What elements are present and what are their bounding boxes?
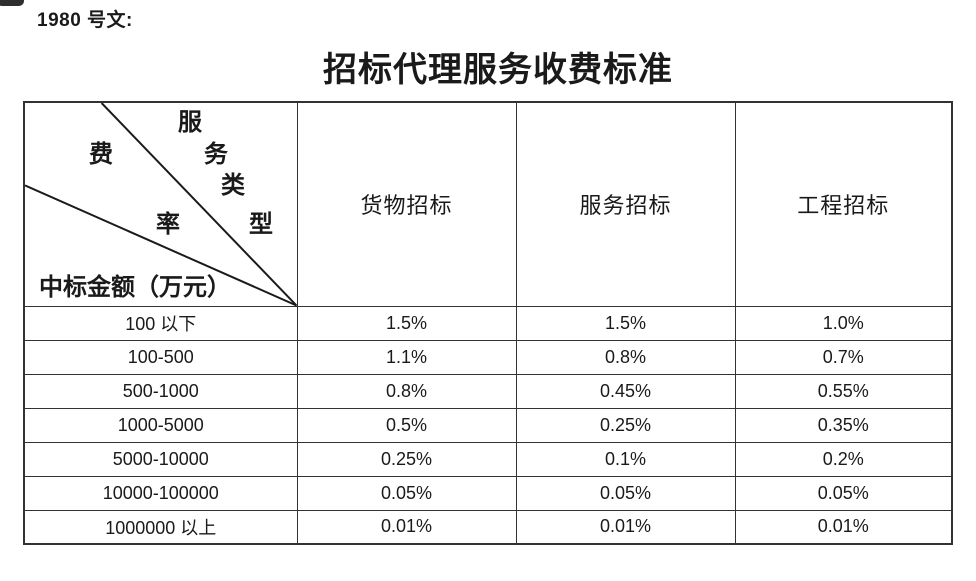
row-label: 1000000 以上: [23, 509, 298, 545]
fee-cell: 0.01%: [734, 509, 953, 545]
corner-char-service-3: 类: [221, 173, 245, 199]
fee-cell: 1.1%: [296, 339, 517, 375]
fee-cell: 1.0%: [734, 305, 953, 341]
corner-char-fee-1: 费: [89, 142, 113, 168]
column-header-services: 服务招标: [515, 101, 736, 307]
diagonal-lines: [25, 103, 297, 306]
fee-cell: 0.7%: [734, 339, 953, 375]
table-row: 100-500 1.1% 0.8% 0.7%: [23, 339, 953, 375]
fee-standard-table: 服 费 务 类 率 型 中标金额（万元） 货物招标 服务招标 工程招标 100 …: [23, 101, 953, 545]
scan-edge-artifact: [0, 0, 24, 6]
fee-cell: 1.5%: [515, 305, 736, 341]
table-row: 100 以下 1.5% 1.5% 1.0%: [23, 305, 953, 341]
fee-cell: 0.55%: [734, 373, 953, 409]
corner-char-service-4: 型: [249, 212, 273, 238]
fee-cell: 0.45%: [515, 373, 736, 409]
fee-cell: 1.5%: [296, 305, 517, 341]
row-label: 100-500: [23, 339, 298, 375]
corner-char-service-2: 务: [204, 142, 228, 168]
fee-cell: 0.25%: [515, 407, 736, 443]
table-row: 1000-5000 0.5% 0.25% 0.35%: [23, 407, 953, 443]
fee-cell: 0.01%: [515, 509, 736, 545]
fee-cell: 0.05%: [515, 475, 736, 511]
fee-cell: 0.05%: [734, 475, 953, 511]
column-header-goods: 货物招标: [296, 101, 517, 307]
table-header-row: 服 费 务 类 率 型 中标金额（万元） 货物招标 服务招标 工程招标: [23, 101, 953, 307]
table-row: 500-1000 0.8% 0.45% 0.55%: [23, 373, 953, 409]
row-label: 1000-5000: [23, 407, 298, 443]
amount-axis-label: 中标金额（万元）: [39, 275, 231, 301]
table-row: 5000-10000 0.25% 0.1% 0.2%: [23, 441, 953, 477]
title-container: 招标代理服务收费标准: [0, 42, 976, 91]
fee-cell: 0.8%: [296, 373, 517, 409]
corner-char-fee-2: 率: [156, 212, 180, 238]
table-row: 1000000 以上 0.01% 0.01% 0.01%: [23, 509, 953, 545]
fee-cell: 0.05%: [296, 475, 517, 511]
table-row: 10000-100000 0.05% 0.05% 0.05%: [23, 475, 953, 511]
fee-cell: 0.25%: [296, 441, 517, 477]
column-header-engineering: 工程招标: [734, 101, 953, 307]
corner-char-service-1: 服: [178, 110, 202, 136]
fee-cell: 0.5%: [296, 407, 517, 443]
diagonal-corner-cell: 服 费 务 类 率 型 中标金额（万元）: [23, 101, 298, 307]
fee-cell: 0.35%: [734, 407, 953, 443]
fee-cell: 0.01%: [296, 509, 517, 545]
row-label: 10000-100000: [23, 475, 298, 511]
row-label: 5000-10000: [23, 441, 298, 477]
page-title: 招标代理服务收费标准: [323, 52, 673, 89]
row-label: 100 以下: [23, 305, 298, 341]
doc-ref: 1980 号文:: [37, 10, 133, 31]
row-label: 500-1000: [23, 373, 298, 409]
fee-cell: 0.2%: [734, 441, 953, 477]
fee-cell: 0.1%: [515, 441, 736, 477]
fee-cell: 0.8%: [515, 339, 736, 375]
